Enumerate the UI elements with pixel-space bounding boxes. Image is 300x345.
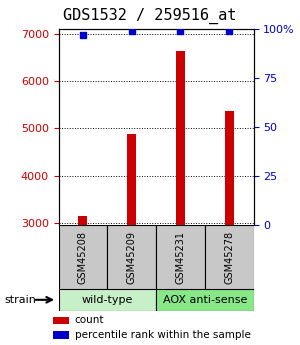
Bar	[156, 225, 205, 289]
Text: strain: strain	[4, 295, 36, 305]
Bar	[176, 51, 185, 345]
Text: GSM45231: GSM45231	[176, 231, 185, 284]
Point	[129, 29, 134, 34]
Text: GDS1532 / 259516_at: GDS1532 / 259516_at	[63, 8, 237, 24]
Text: count: count	[75, 315, 104, 325]
Bar	[52, 317, 69, 324]
Text: wild-type: wild-type	[82, 295, 133, 305]
Bar	[205, 225, 254, 289]
Bar	[58, 225, 107, 289]
Text: AOX anti-sense: AOX anti-sense	[163, 295, 247, 305]
Text: percentile rank within the sample: percentile rank within the sample	[75, 330, 250, 340]
Text: GSM45208: GSM45208	[78, 231, 88, 284]
Bar	[225, 110, 233, 345]
Bar	[52, 332, 69, 339]
Bar	[156, 289, 254, 311]
Text: GSM45278: GSM45278	[224, 231, 234, 284]
Bar	[107, 225, 156, 289]
Bar	[58, 289, 156, 311]
Point	[80, 32, 85, 38]
Point	[227, 29, 232, 34]
Point	[178, 29, 183, 34]
Bar	[79, 216, 87, 345]
Text: GSM45209: GSM45209	[127, 231, 136, 284]
Bar	[127, 134, 136, 345]
